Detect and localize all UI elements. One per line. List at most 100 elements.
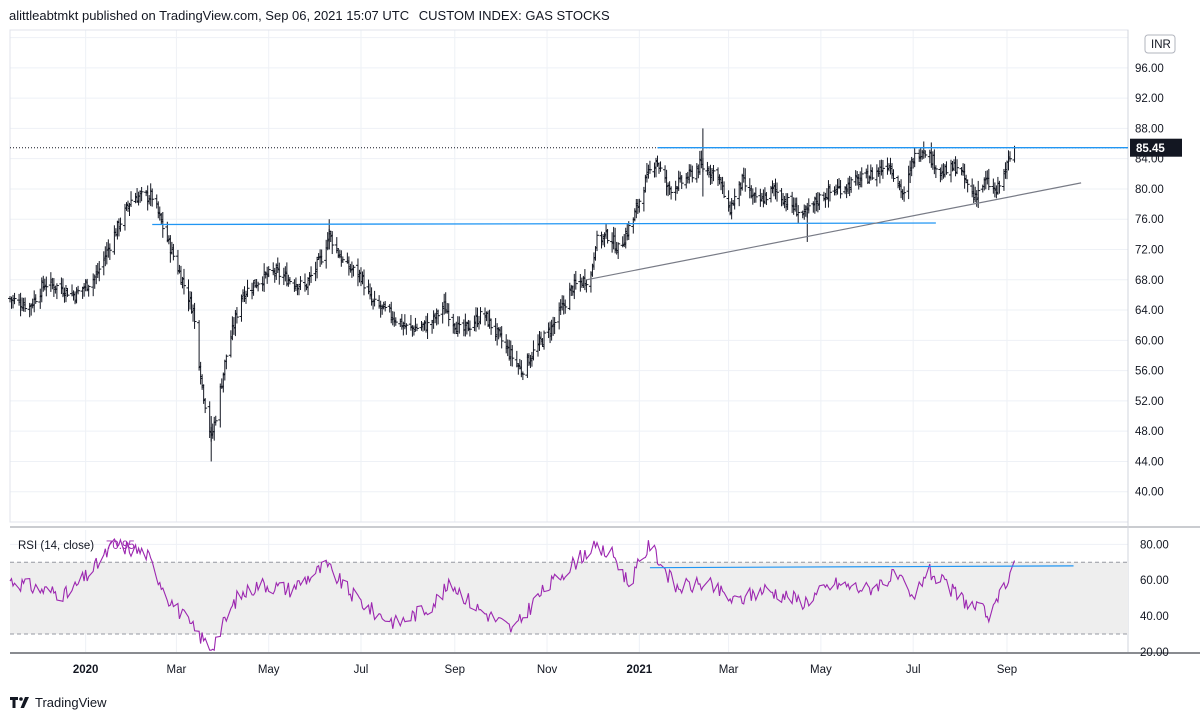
price-tick-label: 80.00 [1135, 184, 1164, 196]
rsi-tick-label: 80.00 [1140, 539, 1169, 551]
time-tick-label: Sep [445, 664, 465, 676]
ohlc-bar [616, 242, 621, 259]
ohlc-bar [478, 307, 483, 325]
chart-canvas[interactable]: 40.00 44.00 48.00 52.00 56.00 60.00 64.00 68.00… [0, 0, 1200, 692]
ohlc-bar [1007, 151, 1012, 162]
tradingview-brand: TradingView [35, 694, 107, 710]
ohlc-bar [129, 191, 134, 208]
ohlc-bar [118, 217, 123, 232]
ohlc-bar [97, 261, 102, 282]
ohlc-bar [76, 285, 81, 295]
ohlc-bar [732, 188, 737, 210]
price-tick-label: 56.00 [1135, 366, 1164, 378]
price-tick-label: 64.00 [1135, 305, 1164, 317]
ohlc-bar [411, 325, 416, 336]
ohlc-bar [796, 205, 801, 224]
last-price-value: 85.45 [1136, 143, 1165, 155]
ohlc-bar [65, 288, 70, 297]
ohlc-bar [330, 231, 335, 255]
ohlc-bar [12, 292, 17, 305]
ohlc-bar [552, 317, 557, 335]
ohlc-bar [287, 276, 292, 285]
price-pane-frame [9, 29, 1129, 523]
rsi-tick-label: 60.00 [1140, 575, 1169, 587]
currency-badge [1144, 34, 1176, 54]
ohlc-bar [679, 174, 684, 190]
ohlc-bar [319, 249, 324, 265]
rsi-line [9, 537, 1016, 652]
ohlc-bar [626, 221, 631, 241]
ohlc-bar [520, 371, 525, 381]
time-tick-label: 2021 [627, 664, 653, 676]
ohlc-bar [637, 198, 642, 213]
currency-label: INR [1151, 39, 1171, 51]
time-tick-label: Mar [719, 664, 739, 676]
price-tick-label: 44.00 [1135, 456, 1164, 468]
ohlc-bar [446, 303, 451, 327]
ohlc-bar [827, 184, 832, 202]
price-tick-label: 96.00 [1135, 63, 1164, 75]
time-tick-label: Jul [354, 664, 369, 676]
price-tick-label: 76.00 [1135, 214, 1164, 226]
rsi-tick-label: 20.00 [1140, 647, 1169, 659]
ohlc-bar [605, 228, 610, 244]
ohlc-bar [891, 169, 896, 182]
time-tick-label: Mar [167, 664, 187, 676]
ohlc-bar [690, 165, 695, 183]
time-tick-label: Sep [997, 664, 1017, 676]
support-trend-line [586, 182, 1082, 281]
ohlc-bar [436, 309, 441, 325]
ohlc-bar [245, 279, 250, 298]
resistance-line [152, 222, 936, 226]
ohlc-bar [139, 186, 144, 202]
ohlc-bar [44, 276, 49, 297]
price-tick-label: 40.00 [1135, 487, 1164, 499]
ohlc-bar [266, 266, 271, 278]
price-tick-label: 60.00 [1135, 335, 1164, 347]
ohlc-bar [955, 159, 960, 175]
price-tick-label: 52.00 [1135, 396, 1164, 408]
last-price-tag [1130, 138, 1182, 157]
footer: TradingView [9, 692, 107, 712]
rsi-tick-label: 40.00 [1140, 611, 1169, 623]
price-tick-label: 88.00 [1135, 123, 1164, 135]
ohlc-bar [54, 283, 59, 300]
ohlc-bars [8, 141, 1017, 442]
ohlc-bar [997, 180, 1002, 194]
ohlc-bar [256, 281, 261, 292]
ohlc-bar [277, 262, 282, 285]
ohlc-bar [203, 398, 208, 414]
ohlc-bar [563, 299, 568, 314]
ohlc-bar [870, 167, 875, 180]
time-tick-label: Nov [537, 664, 558, 676]
ohlc-bar [86, 284, 91, 297]
ohlc-bar [902, 186, 907, 202]
ohlc-bar [933, 165, 938, 179]
ohlc-bar [224, 354, 229, 370]
ohlc-bar [923, 150, 928, 158]
ohlc-bar [192, 302, 197, 329]
time-tick-label: 2020 [73, 664, 99, 676]
ohlc-bar [510, 345, 515, 367]
rsi-legend-value: 70.95 [106, 540, 135, 552]
ohlc-bar [181, 268, 186, 295]
ohlc-bar [404, 323, 409, 335]
ohlc-bar [425, 313, 430, 339]
ohlc-bar [986, 168, 991, 191]
ohlc-bar [859, 167, 864, 188]
ohlc-bar [806, 198, 811, 214]
ohlc-bar [33, 294, 38, 304]
ohlc-bar [542, 330, 547, 350]
ohlc-bar [340, 256, 345, 263]
ohlc-bar [383, 301, 388, 312]
price-tick-label: 48.00 [1135, 426, 1164, 438]
ohlc-bar [362, 269, 367, 296]
ohlc-bar [107, 243, 112, 260]
ohlc-bar [171, 243, 176, 261]
ohlc-bar [467, 320, 472, 337]
ohlc-bar [298, 276, 303, 291]
ohlc-bar [584, 279, 589, 293]
ohlc-bar [965, 179, 970, 193]
rsi-resistance-line [649, 565, 1074, 569]
rsi-legend-name: RSI (14, close) [18, 540, 94, 552]
